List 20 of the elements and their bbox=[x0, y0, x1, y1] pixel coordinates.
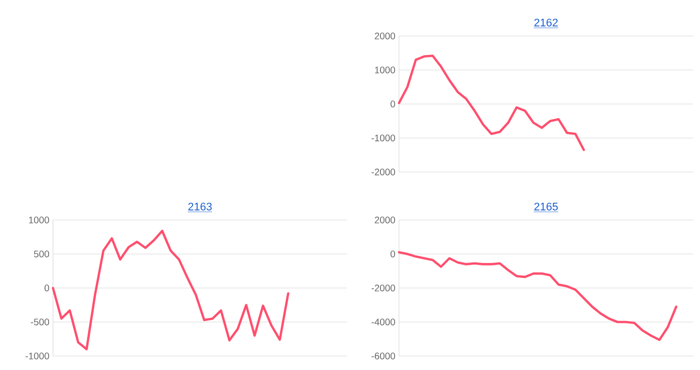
chart-title: 2163 bbox=[188, 202, 212, 210]
y-tick-label: -1000 bbox=[372, 134, 396, 142]
y-tick-label: 2000 bbox=[374, 32, 396, 40]
y-tick-label: -1000 bbox=[26, 352, 50, 360]
y-tick-label: 0 bbox=[390, 250, 396, 258]
y-tick-label: -4000 bbox=[372, 318, 396, 326]
chart-title: 2165 bbox=[534, 202, 558, 210]
y-tick-label: 1000 bbox=[29, 216, 50, 224]
y-tick-label: 0 bbox=[390, 100, 396, 108]
line-series bbox=[52, 230, 290, 350]
y-tick-label: -2000 bbox=[372, 168, 396, 176]
y-tick-label: 500 bbox=[34, 250, 50, 258]
chart-title: 2162 bbox=[534, 18, 558, 26]
y-tick-label: 0 bbox=[44, 284, 50, 292]
y-tick-label: 1000 bbox=[375, 66, 396, 74]
y-tick-label: -500 bbox=[30, 318, 50, 326]
line-series bbox=[398, 54, 585, 152]
y-tick-label: -6000 bbox=[372, 352, 396, 360]
y-tick-label: 2000 bbox=[374, 216, 396, 224]
y-tick-label: -2000 bbox=[372, 284, 396, 292]
